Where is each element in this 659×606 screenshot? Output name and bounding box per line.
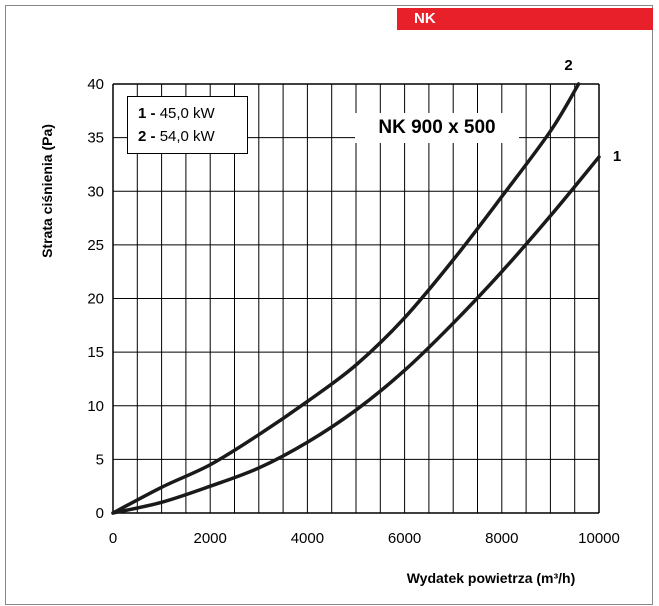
x-tick-label: 8000 (485, 530, 518, 547)
curve-label-1: 1 (613, 148, 621, 165)
x-tick-label: 4000 (291, 530, 324, 547)
legend: 1 - 45,0 kW 2 - 54,0 kW (127, 96, 248, 154)
y-tick-label: 10 (87, 398, 104, 415)
y-axis-title: Strata ciśnienia (Pa) (39, 124, 55, 258)
legend-entry-2: 2 - 54,0 kW (138, 125, 247, 148)
y-tick-label: 5 (96, 451, 104, 468)
x-tick-label: 6000 (388, 530, 421, 547)
y-tick-labels: 0 5 10 15 20 25 30 35 40 (87, 76, 104, 522)
x-tick-label: 10000 (578, 530, 620, 547)
x-tick-label: 2000 (194, 530, 227, 547)
curve-labels: 12 (564, 57, 621, 165)
y-tick-label: 0 (96, 505, 104, 522)
y-tick-label: 35 (87, 130, 104, 147)
legend-text: 45,0 kW (160, 105, 215, 122)
y-tick-label: 15 (87, 344, 104, 361)
curve-label-2: 2 (564, 57, 572, 74)
legend-text: 54,0 kW (160, 128, 215, 145)
y-tick-label: 20 (87, 291, 104, 308)
y-tick-label: 40 (87, 76, 104, 93)
x-axis-title: Wydatek powietrza (m³/h) (407, 570, 576, 586)
y-tick-label: 25 (87, 237, 104, 254)
x-tick-labels: 0 2000 4000 6000 8000 10000 (109, 530, 620, 547)
legend-entry-1: 1 - 45,0 kW (138, 102, 247, 125)
x-tick-label: 0 (109, 530, 117, 547)
chart-title: NK 900 x 500 (355, 113, 519, 143)
y-tick-label: 30 (87, 183, 104, 200)
